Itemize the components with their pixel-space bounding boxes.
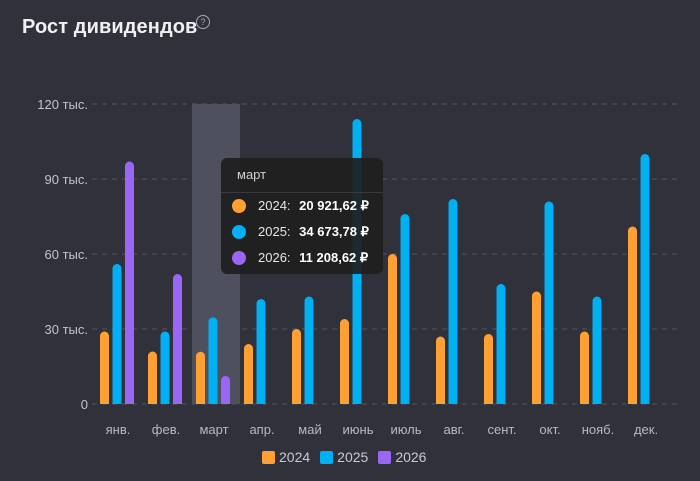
legend-item-2025[interactable]: 2025 <box>320 449 368 465</box>
y-tick-label: 90 тыс. <box>45 172 88 187</box>
x-tick-label: май <box>298 422 321 437</box>
tooltip-value: 34 673,78 ₽ <box>299 224 369 239</box>
bar-2025[interactable] <box>640 154 650 404</box>
bar-2024[interactable] <box>244 344 253 404</box>
y-tick-label: 0 <box>81 397 88 412</box>
bar-2024[interactable] <box>148 351 157 405</box>
y-tick-label: 60 тыс. <box>45 247 88 262</box>
bar-2024[interactable] <box>388 254 397 404</box>
bar-2025[interactable] <box>208 317 218 404</box>
tooltip-year: 2026: <box>258 250 291 265</box>
tooltip-value: 11 208,62 ₽ <box>299 250 369 265</box>
tooltip-year: 2025: <box>258 224 291 239</box>
legend-label: 2026 <box>395 449 427 465</box>
chart-tooltip: март 2024: 20 921,62 ₽ 2025: 34 673,78 ₽… <box>221 158 383 274</box>
legend-swatch-2024 <box>262 450 275 464</box>
legend-item-2026[interactable]: 2026 <box>378 449 426 465</box>
bar-2025[interactable] <box>112 264 122 404</box>
tooltip-row-2026: 2026: 11 208,62 ₽ <box>221 245 383 271</box>
bar-2025[interactable] <box>304 296 314 404</box>
x-tick-label: июль <box>390 422 421 437</box>
legend-label: 2024 <box>279 449 311 465</box>
bar-2026[interactable] <box>125 161 134 405</box>
bar-2026[interactable] <box>221 375 230 404</box>
bar-2024[interactable] <box>100 331 109 405</box>
tooltip-row-2025: 2025: 34 673,78 ₽ <box>221 219 383 245</box>
dot-2024-icon <box>232 199 246 213</box>
bar-2025[interactable] <box>400 214 410 404</box>
legend-item-2024[interactable]: 2024 <box>262 449 310 465</box>
x-tick-label: апр. <box>249 422 274 437</box>
legend-swatch-2026 <box>378 450 392 464</box>
tooltip-value: 20 921,62 ₽ <box>299 198 369 213</box>
chart-legend: 2024 2025 2026 <box>262 449 426 465</box>
tooltip-month: март <box>221 158 383 193</box>
bar-2024[interactable] <box>436 336 445 405</box>
bar-2024[interactable] <box>484 334 493 404</box>
bar-2025[interactable] <box>160 331 170 405</box>
page-title: Рост дивидендов <box>22 16 198 38</box>
bar-2026[interactable] <box>173 274 182 404</box>
bar-2024[interactable] <box>292 329 301 404</box>
bar-2025[interactable] <box>592 296 602 404</box>
help-icon[interactable]: ? <box>196 15 210 29</box>
legend-label: 2025 <box>337 449 369 465</box>
tooltip-year: 2024: <box>258 198 291 213</box>
x-tick-label: фев. <box>152 422 180 437</box>
y-tick-label: 120 тыс. <box>37 97 88 112</box>
bar-2024[interactable] <box>532 291 541 405</box>
x-tick-label: дек. <box>634 422 658 437</box>
x-tick-label: нояб. <box>582 422 615 437</box>
bar-2024[interactable] <box>340 319 349 404</box>
y-tick-label: 30 тыс. <box>45 322 88 337</box>
x-tick-label: авг. <box>444 422 465 437</box>
dot-2025-icon <box>232 225 246 239</box>
x-tick-label: сент. <box>487 422 516 437</box>
bar-2025[interactable] <box>448 199 458 404</box>
bar-2025[interactable] <box>496 284 506 404</box>
bar-2024[interactable] <box>196 351 205 404</box>
dot-2026-icon <box>232 251 246 265</box>
legend-swatch-2025 <box>320 450 334 464</box>
x-tick-label: июнь <box>343 422 374 437</box>
bar-2025[interactable] <box>544 201 554 405</box>
x-tick-label: март <box>199 422 228 437</box>
x-tick-label: окт. <box>539 422 560 437</box>
bar-2025[interactable] <box>256 299 266 404</box>
tooltip-row-2024: 2024: 20 921,62 ₽ <box>221 193 383 219</box>
bar-2024[interactable] <box>628 226 637 405</box>
bar-2024[interactable] <box>580 331 589 405</box>
x-tick-label: янв. <box>106 422 131 437</box>
